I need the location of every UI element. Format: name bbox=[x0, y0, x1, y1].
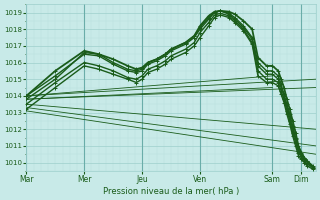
X-axis label: Pression niveau de la mer( hPa ): Pression niveau de la mer( hPa ) bbox=[103, 187, 239, 196]
